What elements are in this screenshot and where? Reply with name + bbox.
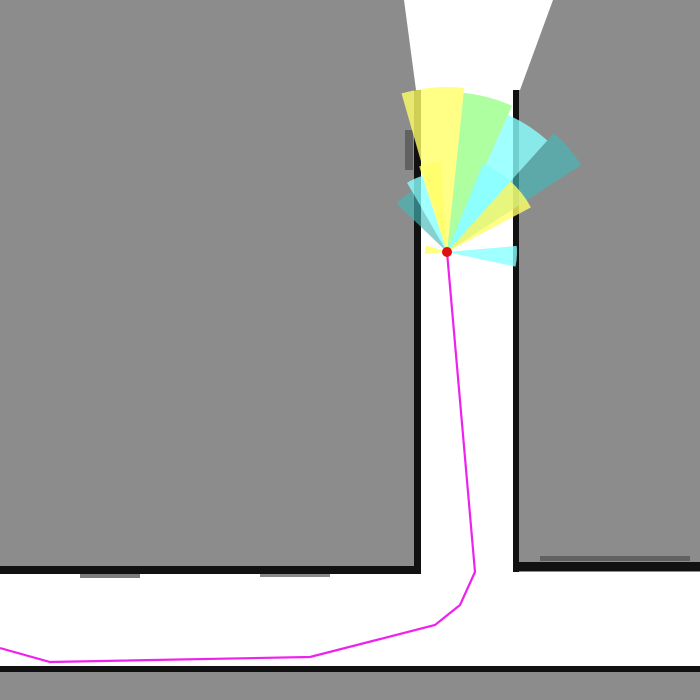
planned-path xyxy=(0,251,477,664)
sonar-beam xyxy=(425,245,447,254)
wall-corridor-left xyxy=(414,90,421,572)
free-space-top-funnel xyxy=(404,0,553,90)
wall-noise xyxy=(80,574,140,578)
free-space-horizontal-corridor xyxy=(0,572,700,668)
robot-marker xyxy=(442,247,452,257)
wall-upper-right xyxy=(513,562,700,571)
walls xyxy=(0,90,700,672)
wall-noise xyxy=(405,130,413,170)
sonar-fan xyxy=(396,87,582,267)
sonar-beam xyxy=(419,162,447,252)
wall-corridor-right xyxy=(513,90,519,572)
wall-bottom xyxy=(0,666,700,672)
sonar-beam xyxy=(407,175,447,252)
wall-noise xyxy=(540,556,690,561)
sonar-beam xyxy=(447,163,511,252)
wall-upper-left xyxy=(0,566,421,574)
sonar-beam xyxy=(447,245,517,267)
sonar-beam xyxy=(396,191,447,252)
wall-noise xyxy=(260,572,330,577)
free-space xyxy=(0,0,700,668)
sonar-beam xyxy=(447,181,531,252)
